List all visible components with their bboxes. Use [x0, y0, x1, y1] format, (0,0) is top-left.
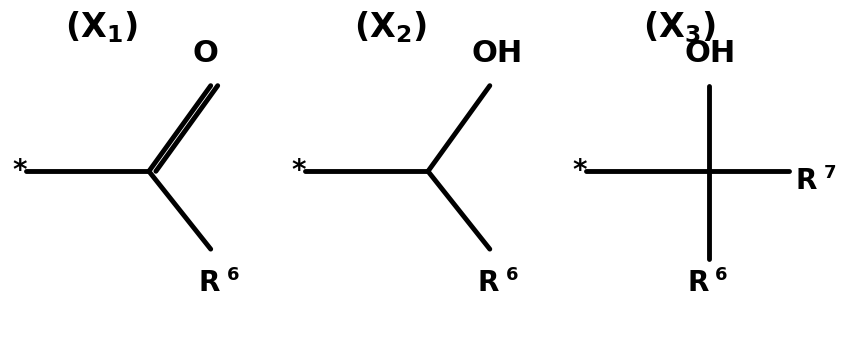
Text: R: R	[478, 269, 500, 297]
Text: 7: 7	[824, 164, 836, 182]
Text: *: *	[572, 157, 587, 185]
Text: $\mathbf{(X_{1})}$: $\mathbf{(X_{1})}$	[64, 9, 137, 45]
Text: 6: 6	[226, 266, 239, 284]
Text: OH: OH	[684, 39, 735, 68]
Text: R: R	[199, 269, 220, 297]
Text: *: *	[12, 157, 27, 185]
Text: $\mathbf{(X_{2})}$: $\mathbf{(X_{2})}$	[354, 9, 427, 45]
Text: O: O	[193, 39, 219, 68]
Text: 6: 6	[715, 266, 728, 284]
Text: R: R	[687, 269, 709, 297]
Text: OH: OH	[472, 39, 523, 68]
Text: R: R	[796, 167, 818, 195]
Text: 6: 6	[506, 266, 518, 284]
Text: *: *	[291, 157, 306, 185]
Text: $\mathbf{(X_{3})}$: $\mathbf{(X_{3})}$	[643, 9, 716, 45]
